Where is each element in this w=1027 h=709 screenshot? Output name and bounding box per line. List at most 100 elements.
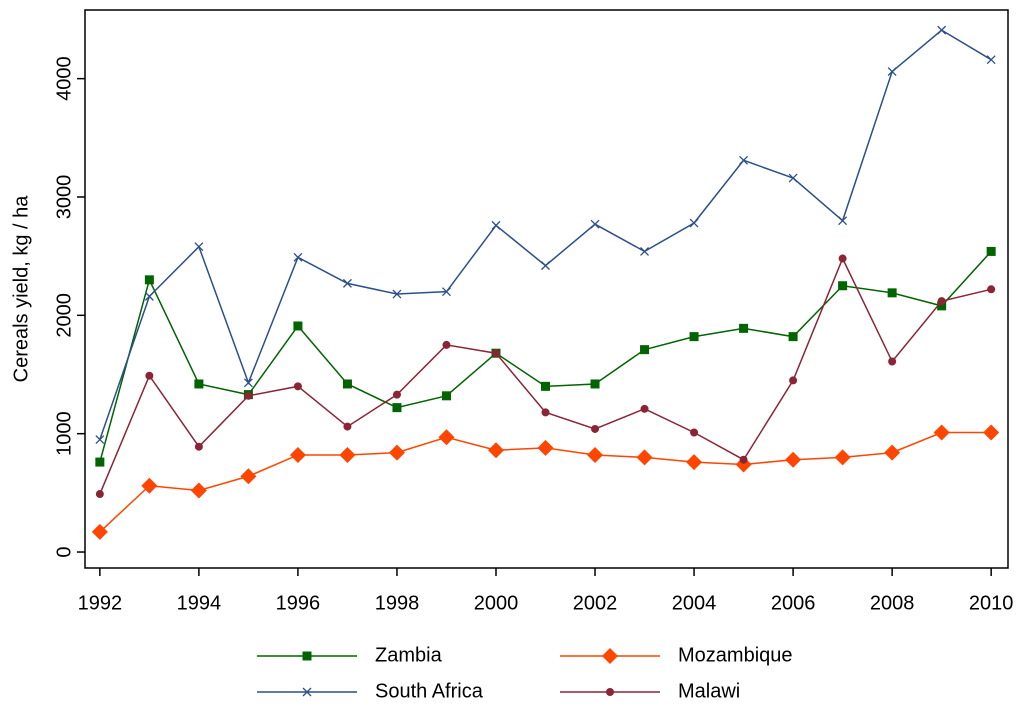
data-point [487, 442, 504, 459]
data-point [937, 301, 947, 311]
data-point [838, 216, 848, 226]
data-point [145, 371, 154, 380]
data-point [789, 376, 798, 385]
y-tick-label: 3000 [53, 175, 75, 220]
data-point [785, 451, 802, 468]
data-point [95, 490, 104, 499]
data-point [689, 218, 699, 228]
data-point [442, 340, 451, 349]
x-tick-label: 2000 [474, 592, 519, 614]
legend-marker [302, 687, 312, 697]
data-point [293, 382, 302, 391]
data-point [244, 391, 253, 400]
data-point [541, 261, 550, 271]
series-line [99, 250, 992, 463]
data-point [194, 242, 204, 252]
data-point [438, 429, 455, 446]
legend-label: Malawi [678, 680, 740, 702]
legend-marker [606, 688, 614, 696]
data-point [640, 246, 650, 256]
data-point [240, 468, 257, 485]
x-tick-label: 2002 [573, 592, 618, 614]
x-tick-label: 1996 [276, 592, 321, 614]
series-line [99, 29, 992, 440]
data-point [591, 424, 600, 433]
data-point [441, 391, 451, 401]
y-axis-label: Cereals yield, kg / ha [10, 195, 32, 383]
y-tick-label: 4000 [53, 56, 75, 101]
data-point [937, 25, 947, 35]
data-point [739, 323, 749, 333]
y-tick-label: 2000 [53, 293, 75, 338]
data-point [537, 439, 554, 456]
data-point [392, 403, 402, 413]
data-point [91, 523, 108, 540]
data-point [937, 297, 946, 306]
data-point [95, 435, 105, 445]
x-tick-label: 1994 [177, 592, 222, 614]
data-point [887, 288, 897, 298]
data-point [194, 442, 203, 451]
data-point [838, 281, 848, 291]
data-point [144, 291, 154, 301]
data-point [293, 321, 303, 331]
data-point [838, 254, 847, 263]
data-point [392, 390, 401, 399]
data-point [640, 345, 650, 355]
data-point [636, 449, 653, 466]
data-point [491, 349, 500, 358]
legend-marker [302, 651, 312, 661]
data-point [933, 424, 950, 441]
x-tick-label: 1992 [78, 592, 123, 614]
legend-marker [602, 648, 618, 664]
data-point [392, 289, 402, 299]
data-point [190, 482, 207, 499]
data-point [293, 252, 303, 262]
data-point [342, 379, 352, 389]
x-tick-label: 1998 [375, 592, 420, 614]
x-tick-label: 2004 [672, 592, 717, 614]
data-point [343, 422, 352, 431]
data-point [986, 246, 996, 256]
data-point [590, 379, 600, 389]
data-point [888, 357, 897, 366]
legend-label: South Africa [375, 680, 484, 702]
data-point [640, 404, 649, 413]
data-point [986, 55, 996, 65]
data-point [194, 379, 204, 389]
data-point [541, 381, 551, 391]
data-point [983, 424, 1000, 441]
series-line [99, 256, 992, 495]
data-point [587, 446, 604, 463]
data-point [887, 67, 897, 76]
data-point [686, 454, 703, 471]
data-point [388, 444, 405, 461]
data-point [987, 285, 996, 294]
legend-label: Zambia [375, 644, 443, 666]
data-point [442, 287, 451, 297]
data-point [491, 220, 501, 230]
data-point [690, 428, 699, 437]
data-point [689, 332, 699, 342]
data-point [342, 278, 352, 288]
data-point [541, 408, 550, 417]
x-tick-label: 2008 [870, 592, 915, 614]
data-point [590, 219, 600, 229]
data-point [144, 275, 154, 285]
data-point [141, 477, 158, 494]
data-point [739, 455, 748, 464]
x-tick-label: 2010 [969, 592, 1014, 614]
y-tick-label: 0 [53, 546, 75, 557]
data-point [339, 446, 356, 463]
data-point [788, 173, 798, 183]
data-point [884, 444, 901, 461]
data-point [289, 446, 306, 463]
data-point [788, 332, 798, 342]
x-tick-label: 2006 [771, 592, 816, 614]
legend-label: Mozambique [678, 644, 793, 666]
data-point [243, 378, 253, 388]
data-point [95, 457, 105, 467]
data-point [739, 155, 749, 165]
data-point [735, 456, 752, 473]
